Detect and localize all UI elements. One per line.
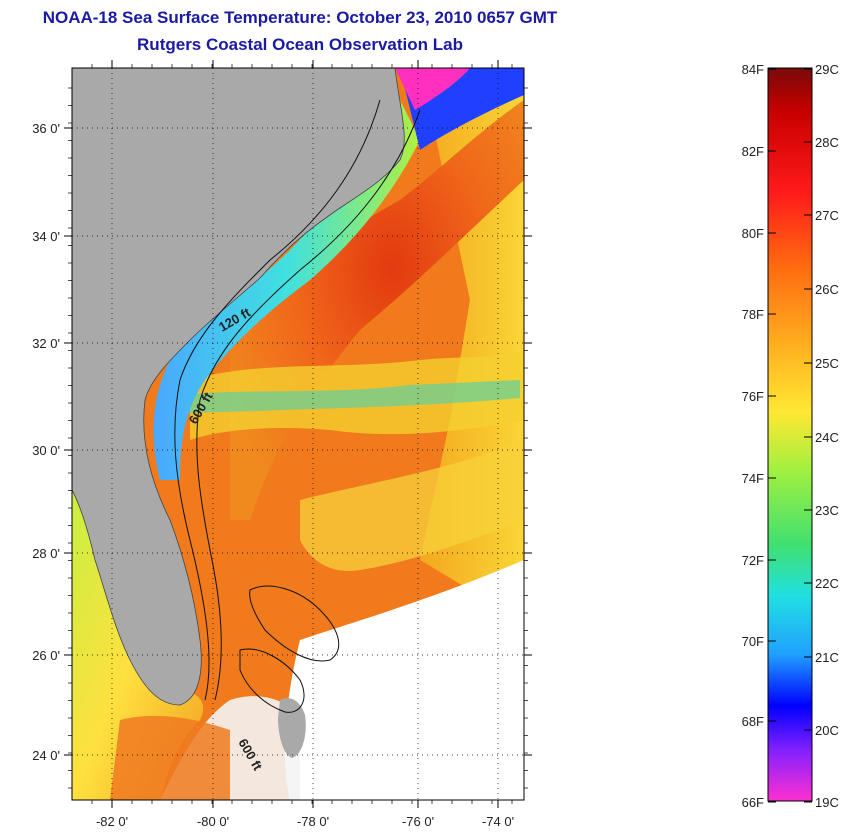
celsius-label: 27C xyxy=(815,208,839,223)
longitude-label: -74 0' xyxy=(482,814,514,829)
celsius-label: 29C xyxy=(815,62,839,77)
colorbar-gradient xyxy=(767,67,813,802)
fahrenheit-label: 78F xyxy=(742,307,764,322)
celsius-label: 22C xyxy=(815,576,839,591)
latitude-label: 26 0' xyxy=(32,648,60,663)
cool-filament xyxy=(180,380,520,414)
keys-water xyxy=(110,715,230,800)
contour-120ft xyxy=(174,99,381,701)
celsius-label: 23C xyxy=(815,503,839,518)
fahrenheit-label: 76F xyxy=(742,389,764,404)
longitude-label: -78 0' xyxy=(297,814,329,829)
latitude-label: 36 0' xyxy=(32,121,60,136)
contour-bahamas-bank-south xyxy=(239,648,305,713)
map-frame xyxy=(71,67,525,801)
celsius-label: 21C xyxy=(815,650,839,665)
fahrenheit-label: 68F xyxy=(742,714,764,729)
fahrenheit-label: 66F xyxy=(742,795,764,810)
latitude-label: 24 0' xyxy=(32,748,60,763)
contour-600ft xyxy=(196,109,421,701)
fahrenheit-label: 84F xyxy=(742,62,764,77)
latitude-label: 30 0' xyxy=(32,443,60,458)
land-southeast-us xyxy=(72,68,405,706)
nearshore-cold-water xyxy=(395,68,470,110)
celsius-label: 25C xyxy=(815,356,839,371)
fahrenheit-label: 80F xyxy=(742,226,764,241)
longitude-label: -80 0' xyxy=(197,814,229,829)
fahrenheit-label: 82F xyxy=(742,144,764,159)
longitude-label: -82 0' xyxy=(96,814,128,829)
contour-bahamas-bank xyxy=(249,585,340,662)
fahrenheit-label: 70F xyxy=(742,634,764,649)
warm-region-southeast xyxy=(300,440,524,571)
map-title: NOAA-18 Sea Surface Temperature: October… xyxy=(42,8,558,27)
latitude-label: 28 0' xyxy=(32,546,60,561)
land-bahamas xyxy=(278,698,306,758)
map-subtitle: Rutgers Coastal Ocean Observation Lab xyxy=(137,35,463,54)
fahrenheit-label: 72F xyxy=(742,553,764,568)
longitude-label: -76 0' xyxy=(402,814,434,829)
celsius-label: 26C xyxy=(815,282,839,297)
celsius-label: 20C xyxy=(815,723,839,738)
celsius-label: 19C xyxy=(815,795,839,810)
celsius-label: 24C xyxy=(815,430,839,445)
fahrenheit-label: 74F xyxy=(742,471,764,486)
latitude-label: 32 0' xyxy=(32,336,60,351)
no-data-region xyxy=(284,560,524,800)
gulf-stream-core xyxy=(230,100,524,520)
celsius-label: 28C xyxy=(815,135,839,150)
latitude-label: 34 0' xyxy=(32,229,60,244)
